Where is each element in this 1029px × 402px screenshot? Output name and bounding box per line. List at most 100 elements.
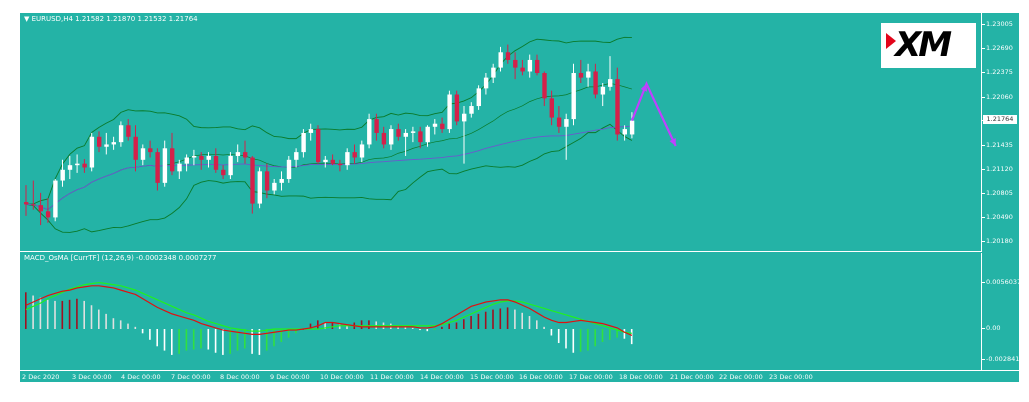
- price-tick-label: 1.22690: [982, 44, 1013, 53]
- candle-body: [89, 136, 95, 168]
- candle-body: [53, 180, 58, 218]
- candle-body: [184, 157, 189, 164]
- candle-body: [316, 129, 321, 163]
- candle-body: [213, 155, 219, 170]
- candle-body: [571, 73, 576, 120]
- time-axis-label: 4 Dec 00:00: [121, 373, 161, 381]
- macd-histogram-bar: [207, 329, 210, 350]
- bollinger-middle-line: [25, 83, 632, 210]
- macd-histogram-bar: [163, 329, 166, 351]
- macd-histogram-bar: [587, 329, 589, 351]
- macd-histogram-bar: [178, 329, 180, 354]
- macd-label: MACD_OsMA [CurrTF] (12,26,9) -0.0002348 …: [24, 254, 217, 262]
- macd-histogram-bar: [455, 322, 458, 329]
- candle-body: [45, 211, 51, 218]
- price-tick-label: 1.21435: [982, 140, 1013, 149]
- candle-body: [177, 163, 182, 172]
- time-axis-label: 9 Dec 00:00: [270, 373, 310, 381]
- candle-body: [608, 79, 613, 87]
- candle-body: [374, 119, 379, 133]
- chart-window[interactable]: ▼ EURUSD,H4 1.21582 1.21870 1.21532 1.21…: [20, 13, 1024, 383]
- candle-body: [454, 94, 460, 122]
- candle-body: [38, 205, 43, 212]
- price-panel[interactable]: ▼ EURUSD,H4 1.21582 1.21870 1.21532 1.21…: [20, 13, 982, 252]
- time-axis-label: 17 Dec 00:00: [569, 373, 613, 381]
- macd-histogram-bar: [134, 326, 137, 329]
- macd-histogram-bar: [83, 300, 85, 329]
- candle-body: [235, 152, 241, 156]
- macd-scale[interactable]: 0.0056037 0.00 -0.0028414: [981, 253, 1024, 370]
- macd-histogram-bar: [331, 322, 334, 329]
- projection-arrowhead-down: [669, 137, 676, 146]
- candle-body: [469, 106, 474, 114]
- macd-histogram-bar: [127, 323, 129, 329]
- candle-body: [97, 136, 102, 147]
- price-tick-label: 1.23005: [982, 20, 1013, 28]
- time-axis-label: 2 Dec 2020: [22, 373, 60, 381]
- time-axis-label: 22 Dec 00:00: [719, 373, 763, 381]
- time-axis-label: 15 Dec 00:00: [470, 373, 514, 381]
- bollinger-lower-line: [25, 123, 633, 233]
- candle-body: [31, 204, 36, 206]
- macd-histogram-bar: [119, 320, 122, 329]
- macd-panel[interactable]: MACD_OsMA [CurrTF] (12,26,9) -0.0002348 …: [20, 253, 982, 370]
- time-axis-label: 14 Dec 00:00: [420, 373, 464, 381]
- candle-body: [381, 132, 387, 145]
- candle-body: [148, 148, 153, 153]
- macd-histogram-bar: [601, 329, 604, 342]
- candle-body: [549, 98, 554, 118]
- price-chart: [24, 36, 677, 233]
- macd-histogram-bar: [543, 326, 545, 329]
- candle-body: [345, 152, 350, 166]
- macd-histogram-bar: [484, 311, 487, 329]
- candle-body: [556, 117, 562, 127]
- macd-histogram-bar: [90, 305, 93, 329]
- macd-histogram-bar: [25, 292, 27, 329]
- candle-body: [440, 123, 445, 130]
- candle-body: [82, 163, 87, 168]
- candle-body: [542, 73, 547, 99]
- candle-body: [593, 71, 598, 95]
- macd-tick-label: 0.00: [981, 324, 1001, 332]
- candle-body: [228, 155, 233, 176]
- macd-histogram-bar: [185, 329, 188, 351]
- dropdown-triangle-icon[interactable]: ▼: [24, 15, 32, 23]
- candle-body: [257, 171, 262, 204]
- candle-body: [75, 163, 80, 166]
- bollinger-upper-line: [25, 36, 632, 205]
- candle-body: [403, 132, 408, 137]
- macd-histogram-bar: [368, 320, 370, 329]
- macd-histogram-bar: [171, 329, 173, 355]
- macd-histogram-bar: [200, 329, 202, 349]
- candle-body: [60, 169, 65, 181]
- macd-tick-label: -0.0028414: [982, 355, 1024, 364]
- time-axis[interactable]: 2 Dec 2020 3 Dec 00:00 4 Dec 00:00 7 Dec 00…: [20, 370, 1019, 383]
- candle-body: [520, 67, 525, 72]
- time-axis-label: 18 Dec 00:00: [619, 373, 663, 381]
- candle-body: [191, 155, 197, 158]
- candle-body: [352, 152, 357, 158]
- candle-body: [111, 142, 116, 145]
- macd-histogram-bar: [623, 329, 626, 339]
- macd-histogram-bar: [477, 313, 480, 329]
- macd-histogram-bar: [105, 313, 107, 329]
- candle-body: [396, 129, 401, 137]
- macd-histogram-bar: [295, 329, 297, 334]
- macd-histogram-bar: [338, 324, 341, 329]
- time-axis-label: 16 Dec 00:00: [519, 373, 563, 381]
- macd-histogram-bar: [499, 308, 502, 329]
- candle-body: [337, 163, 343, 166]
- candle-body: [432, 123, 438, 127]
- macd-histogram-bar: [98, 309, 100, 329]
- candle-body: [622, 129, 627, 135]
- candle-body: [286, 159, 292, 180]
- candle-body: [140, 148, 146, 160]
- candle-body: [483, 77, 489, 89]
- candle-body: [308, 129, 314, 133]
- candle-body: [367, 119, 372, 145]
- logo-arrow-icon: [886, 33, 896, 49]
- macd-histogram-bar: [404, 326, 407, 329]
- price-tick-label: 1.22060: [982, 92, 1013, 101]
- price-scale[interactable]: 1.230051.226901.223751.220601.217501.214…: [982, 13, 1019, 252]
- candle-body: [418, 131, 423, 143]
